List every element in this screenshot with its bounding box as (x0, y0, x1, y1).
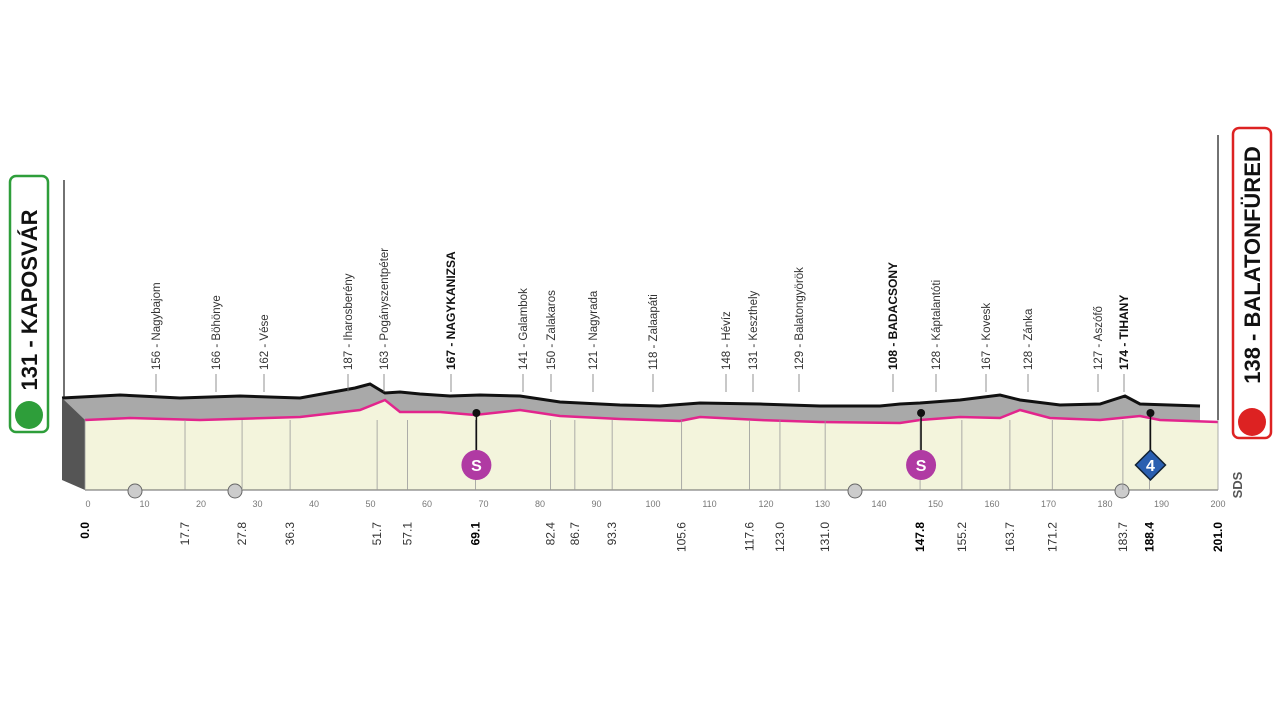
axis-tick-label: 80 (535, 499, 545, 509)
km-label: 131.0 (818, 522, 832, 552)
place-label: 129 - Balatongyörök (794, 267, 806, 370)
axis-tick-label: 50 (365, 499, 375, 509)
km-label: 201.0 (1211, 522, 1225, 552)
axis-tick-label: 120 (758, 499, 773, 509)
km-label: 155.2 (955, 522, 969, 552)
km-label: 147.8 (913, 522, 927, 552)
marker-label: 4 (1146, 458, 1155, 475)
km-label: 188.4 (1142, 522, 1156, 552)
marker-badge (461, 450, 492, 480)
km-label: 171.2 (1045, 522, 1059, 552)
place-label: 166 - Böhönye (211, 295, 223, 370)
finish-label: 138 - BALATONFÜRED (1240, 146, 1265, 384)
km-label: 82.4 (544, 522, 558, 546)
place-label: 156 - Nagybajom (151, 282, 163, 370)
start-label: 131 - KAPOSVÁR (17, 209, 42, 390)
place-label: 150 - Zalakaros (546, 290, 558, 370)
place-label: 131 - Keszthely (748, 290, 760, 370)
place-label: 167 - Kovesk (981, 303, 993, 370)
start-icon (15, 401, 43, 429)
place-label: 167 - NAGYKANIZSA (444, 251, 458, 370)
km-label: 27.8 (235, 522, 249, 546)
place-label: 128 - Zánka (1023, 308, 1035, 370)
marker-badge (1134, 448, 1167, 482)
logo: SDS (1230, 471, 1245, 498)
km-label: 183.7 (1116, 522, 1130, 552)
axis-tick-label: 110 (702, 499, 716, 509)
place-label: 121 - Nagyrada (588, 290, 600, 370)
axis-tick-label: 130 (815, 499, 830, 509)
finish-box (1231, 126, 1273, 440)
km-label: 163.7 (1003, 522, 1017, 552)
camera-icons (127, 483, 1130, 499)
place-label: 127 - Aszófő (1093, 306, 1105, 370)
axis-tick-label: 70 (478, 499, 488, 509)
km-label: 123.0 (773, 522, 787, 552)
km-label: 86.7 (568, 522, 582, 546)
axis-tick-label: 170 (1041, 499, 1056, 509)
place-label: 148 - Hévíz (721, 311, 733, 370)
finish-icon (1238, 408, 1266, 436)
marker-badge (906, 450, 937, 480)
km-label: 93.3 (605, 522, 619, 546)
axis-tick-label: 180 (1097, 499, 1112, 509)
place-label: 162 - Vése (259, 314, 271, 370)
axis-tick-label: 10 (139, 499, 149, 509)
profile-side (62, 398, 85, 490)
place-label: 118 - Zalaapáti (648, 294, 660, 370)
km-label: 69.1 (468, 522, 482, 546)
place-label: 187 - Iharosberény (343, 273, 355, 370)
km-label: 57.1 (401, 522, 415, 546)
place-label: 128 - Káptalantóti (931, 280, 943, 370)
km-label: 117.6 (742, 522, 756, 551)
km-label: 51.7 (370, 522, 384, 546)
km-label: 17.7 (178, 522, 192, 546)
axis-tick-label: 140 (871, 499, 886, 509)
marker-dot (917, 409, 926, 417)
axis-tick-label: 100 (645, 499, 660, 509)
marker-label: S (916, 458, 927, 475)
road-line (84, 398, 1219, 425)
marker-label: S (471, 458, 482, 475)
axis-tick-label: 160 (984, 499, 999, 509)
marker-dot (472, 409, 481, 417)
profile-top (61, 382, 1201, 408)
axis-tick-label: 0 (85, 499, 90, 509)
axis-tick-label: 200 (1210, 499, 1225, 509)
place-label: 163 - Pogányszentpéter (379, 248, 391, 370)
axis-tick-label: 190 (1154, 499, 1169, 509)
km-label: 36.3 (283, 522, 297, 546)
km-label: 105.6 (675, 522, 689, 552)
marker-dot (1146, 409, 1155, 417)
axis-tick-label: 40 (309, 499, 319, 509)
axis-tick-label: 30 (252, 499, 262, 509)
start-box (8, 174, 50, 434)
km-label: 0.0 (78, 522, 92, 539)
place-label: 141 - Galambok (518, 288, 530, 370)
place-label: 174 - TIHANY (1117, 295, 1131, 370)
axis-tick-label: 150 (928, 499, 943, 509)
place-label: 108 - BADACSONY (886, 262, 900, 370)
axis-tick-label: 90 (591, 499, 601, 509)
axis-tick-label: 60 (422, 499, 432, 509)
axis-tick-label: 20 (196, 499, 206, 509)
profile-gray (62, 384, 1200, 480)
